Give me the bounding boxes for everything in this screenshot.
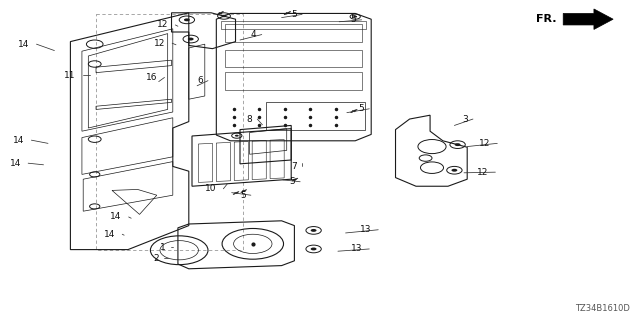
Circle shape bbox=[310, 247, 317, 251]
Text: 4: 4 bbox=[251, 30, 257, 39]
Polygon shape bbox=[292, 178, 298, 181]
Text: 5: 5 bbox=[291, 10, 297, 19]
Text: 3: 3 bbox=[462, 115, 468, 124]
Circle shape bbox=[184, 18, 190, 21]
Text: 12: 12 bbox=[154, 39, 165, 48]
Polygon shape bbox=[233, 191, 239, 195]
Text: 14: 14 bbox=[10, 159, 21, 168]
Text: 14: 14 bbox=[110, 212, 122, 221]
Circle shape bbox=[451, 169, 458, 172]
Text: 13: 13 bbox=[351, 244, 362, 253]
Circle shape bbox=[188, 37, 194, 41]
Text: 7: 7 bbox=[291, 162, 297, 171]
Text: 11: 11 bbox=[64, 71, 76, 80]
Text: 5: 5 bbox=[351, 15, 356, 24]
Text: 5: 5 bbox=[289, 177, 295, 186]
Polygon shape bbox=[563, 9, 613, 29]
Text: 12: 12 bbox=[477, 168, 488, 177]
Polygon shape bbox=[284, 12, 291, 15]
Text: 1: 1 bbox=[160, 243, 166, 252]
Text: FR.: FR. bbox=[536, 14, 557, 24]
Text: 14: 14 bbox=[13, 136, 24, 145]
Text: 10: 10 bbox=[205, 184, 216, 193]
Circle shape bbox=[221, 15, 227, 17]
Text: 12: 12 bbox=[479, 139, 490, 148]
Polygon shape bbox=[217, 12, 223, 15]
Text: 6: 6 bbox=[197, 76, 203, 85]
Text: 12: 12 bbox=[157, 20, 168, 29]
Text: 8: 8 bbox=[246, 115, 252, 124]
Text: 14: 14 bbox=[104, 230, 115, 239]
Text: 14: 14 bbox=[18, 40, 29, 49]
Polygon shape bbox=[241, 189, 247, 193]
Circle shape bbox=[310, 229, 317, 232]
Circle shape bbox=[235, 135, 239, 137]
Circle shape bbox=[353, 16, 357, 18]
Text: 5: 5 bbox=[240, 191, 246, 200]
Polygon shape bbox=[351, 109, 357, 113]
Text: TZ34B1610D: TZ34B1610D bbox=[575, 304, 630, 313]
Text: 16: 16 bbox=[146, 73, 157, 82]
Text: 2: 2 bbox=[154, 254, 159, 263]
Text: 13: 13 bbox=[360, 225, 371, 234]
Text: 5: 5 bbox=[358, 104, 364, 113]
Circle shape bbox=[454, 143, 461, 146]
